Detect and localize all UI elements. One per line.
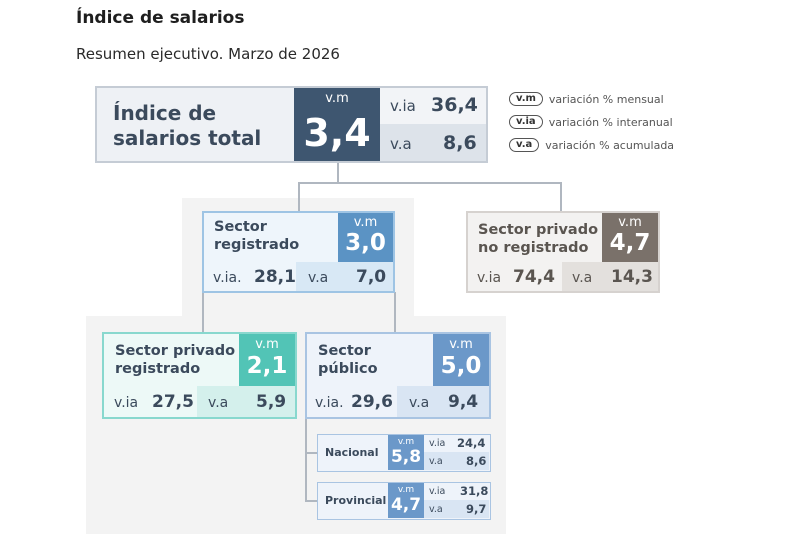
nacional-vm-value: 5,8: [390, 447, 422, 467]
nacional-vm-label: v.m: [397, 437, 415, 447]
publico-via-cell: [307, 386, 397, 417]
legend-vm: v.m variación % mensual: [509, 91, 664, 107]
publico-va-cell: [397, 386, 489, 417]
privado-registrado-via-cell: [104, 386, 197, 417]
no-registrado-via-value: 74,4: [513, 267, 555, 287]
registrado-vm-block: v.m 3,0: [338, 213, 393, 262]
sector-publico-box: Sector público v.m 5,0 v.ia. 29,6 v.a 9,…: [305, 332, 491, 419]
total-via-row: [380, 88, 486, 124]
registrado-va-cell: [296, 262, 393, 291]
sector-publico-name: Sector público: [318, 343, 378, 378]
connector-total-down: [337, 162, 339, 183]
privado-registrado-vm-block: v.m 2,1: [239, 334, 295, 386]
connector-publico-down: [305, 416, 307, 502]
total-index-name: Índice de salarios total: [113, 101, 262, 150]
nacional-vm-block: v.m 5,8: [388, 435, 424, 470]
registrado-va-label: v.a: [308, 270, 329, 286]
privado-registrado-va-cell: [197, 386, 295, 417]
total-vm-block: v.m 3,4: [294, 88, 380, 161]
registrado-via-value: 28,1: [254, 267, 296, 287]
provincial-box: Provincial v.m 4,7 v.ia 31,8 v.a 9,7: [317, 482, 491, 520]
no-registrado-vm-value: 4,7: [609, 230, 651, 256]
legend-via-pill: v.ia: [509, 115, 543, 129]
registrado-vm-label: v.m: [353, 215, 378, 230]
privado-registrado-via-label: v.ia: [114, 395, 139, 411]
connector-to-privado-registrado: [202, 292, 204, 334]
provincial-va-label: v.a: [429, 504, 443, 515]
provincial-vm-value: 4,7: [390, 495, 422, 515]
privado-registrado-via-value: 27,5: [152, 392, 194, 412]
registrado-via-label: v.ia.: [213, 270, 242, 286]
nacional-via-value: 24,4: [457, 436, 486, 450]
provincial-va-value: 9,7: [466, 502, 487, 516]
connector-to-nacional: [305, 452, 317, 454]
privado-registrado-vm-value: 2,1: [246, 353, 288, 379]
publico-via-value: 29,6: [351, 392, 393, 412]
no-registrado-vm-block: v.m 4,7: [602, 213, 658, 262]
legend-va-pill: v.a: [509, 138, 540, 152]
legend-via: v.ia variación % interanual: [509, 114, 673, 130]
legend-va-text: variación % acumulada: [545, 138, 675, 152]
publico-vm-block: v.m 5,0: [433, 334, 489, 386]
sector-registrado-name: Sector registrado: [214, 219, 300, 254]
no-registrado-via-label: v.ia: [477, 270, 502, 286]
nacional-va-cell: [424, 452, 489, 470]
no-registrado-va-value: 14,3: [611, 267, 653, 287]
page-subtitle: Resumen ejecutivo. Marzo de 2026: [76, 45, 340, 63]
nacional-name: Nacional: [325, 446, 379, 459]
no-registrado-via-cell: [468, 262, 562, 291]
legend-via-text: variación % interanual: [548, 115, 673, 129]
total-va-row: [380, 124, 486, 161]
sector-privado-registrado-box: Sector privado registrado v.m 2,1 v.ia 2…: [102, 332, 297, 419]
total-index-box: Índice de salarios total v.m 3,4 v.ia 36…: [95, 86, 488, 163]
connector-horizontal-top: [298, 182, 562, 184]
publico-va-value: 9,4: [448, 392, 479, 412]
sector-privado-registrado-name: Sector privado registrado: [115, 343, 236, 378]
no-registrado-vm-label: v.m: [618, 215, 642, 230]
privado-registrado-vm-label: v.m: [255, 337, 279, 352]
connector-to-registrado: [298, 182, 300, 213]
nacional-va-label: v.a: [429, 456, 443, 467]
connector-to-no-registrado: [560, 182, 562, 213]
connector-to-provincial: [305, 500, 317, 502]
sector-no-registrado-box: Sector privado no registrado v.m 4,7 v.i…: [466, 211, 660, 293]
publico-vm-value: 5,0: [440, 353, 482, 379]
registrado-vm-value: 3,0: [345, 230, 386, 256]
no-registrado-va-cell: [562, 262, 658, 291]
registrado-via-cell: [204, 262, 296, 291]
provincial-va-cell: [424, 500, 489, 518]
total-vm-value: 3,4: [303, 111, 371, 155]
nacional-va-value: 8,6: [466, 454, 487, 468]
no-registrado-va-label: v.a: [572, 270, 593, 286]
nacional-box: Nacional v.m 5,8 v.ia 24,4 v.a 8,6: [317, 434, 491, 472]
provincial-name: Provincial: [325, 494, 387, 507]
privado-registrado-va-label: v.a: [208, 395, 229, 411]
sector-registrado-box: Sector registrado v.m 3,0 v.ia. 28,1 v.a…: [202, 211, 395, 293]
total-via-value: 36,4: [431, 94, 478, 116]
provincial-via-label: v.ia: [429, 486, 446, 497]
total-vm-label: v.m: [325, 91, 349, 106]
connector-to-publico: [394, 292, 396, 332]
legend-vm-pill: v.m: [509, 92, 543, 106]
total-va-label: v.a: [390, 135, 412, 153]
page-title: Índice de salarios: [76, 8, 245, 28]
legend-vm-text: variación % mensual: [548, 92, 664, 106]
registrado-va-value: 7,0: [356, 267, 387, 287]
publico-vm-label: v.m: [449, 337, 473, 352]
nacional-via-label: v.ia: [429, 438, 446, 449]
privado-registrado-va-value: 5,9: [256, 392, 287, 412]
total-va-value: 8,6: [443, 132, 477, 154]
publico-via-label: v.ia.: [315, 395, 344, 411]
provincial-vm-block: v.m 4,7: [388, 483, 424, 518]
provincial-via-value: 31,8: [460, 484, 489, 498]
legend-va: v.a variación % acumulada: [509, 137, 674, 153]
provincial-vm-label: v.m: [397, 485, 415, 495]
publico-va-label: v.a: [409, 395, 430, 411]
total-via-label: v.ia: [390, 97, 416, 115]
sector-no-registrado-name: Sector privado no registrado: [478, 222, 599, 257]
